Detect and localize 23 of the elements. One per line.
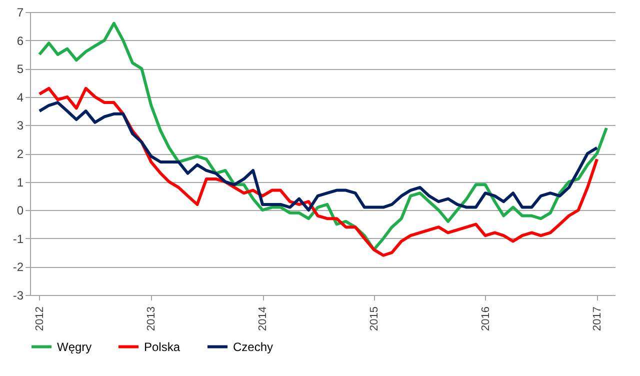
y-tick-label: -3: [12, 288, 24, 302]
y-tick-label: 5: [16, 62, 24, 76]
y-tick-label: -2: [12, 260, 24, 274]
legend-label: Węgry: [57, 340, 92, 354]
legend-label: Czechy: [233, 340, 274, 354]
x-tick-label: 2012: [34, 306, 46, 331]
y-tick-label: 6: [16, 34, 24, 48]
y-tick-label: 0: [16, 204, 24, 218]
line-series: [38, 22, 608, 252]
y-tick-label: 3: [16, 118, 24, 133]
x-tick-label: 2017: [591, 306, 604, 331]
y-tick-label: 7: [16, 6, 24, 20]
x-tick-label: 2016: [480, 306, 492, 331]
x-tick-label: 2014: [257, 306, 270, 331]
y-tick-label: 2: [16, 147, 24, 161]
y-tick-label: 1: [16, 175, 24, 190]
line-series: [38, 101, 598, 212]
x-tick-label: 2013: [146, 306, 158, 331]
y-tick-label: -1: [12, 232, 24, 246]
line-series: [38, 86, 598, 257]
legend-label: Polska: [144, 340, 180, 354]
x-tick-label: 2015: [368, 306, 380, 331]
y-tick-label: 4: [16, 90, 24, 104]
